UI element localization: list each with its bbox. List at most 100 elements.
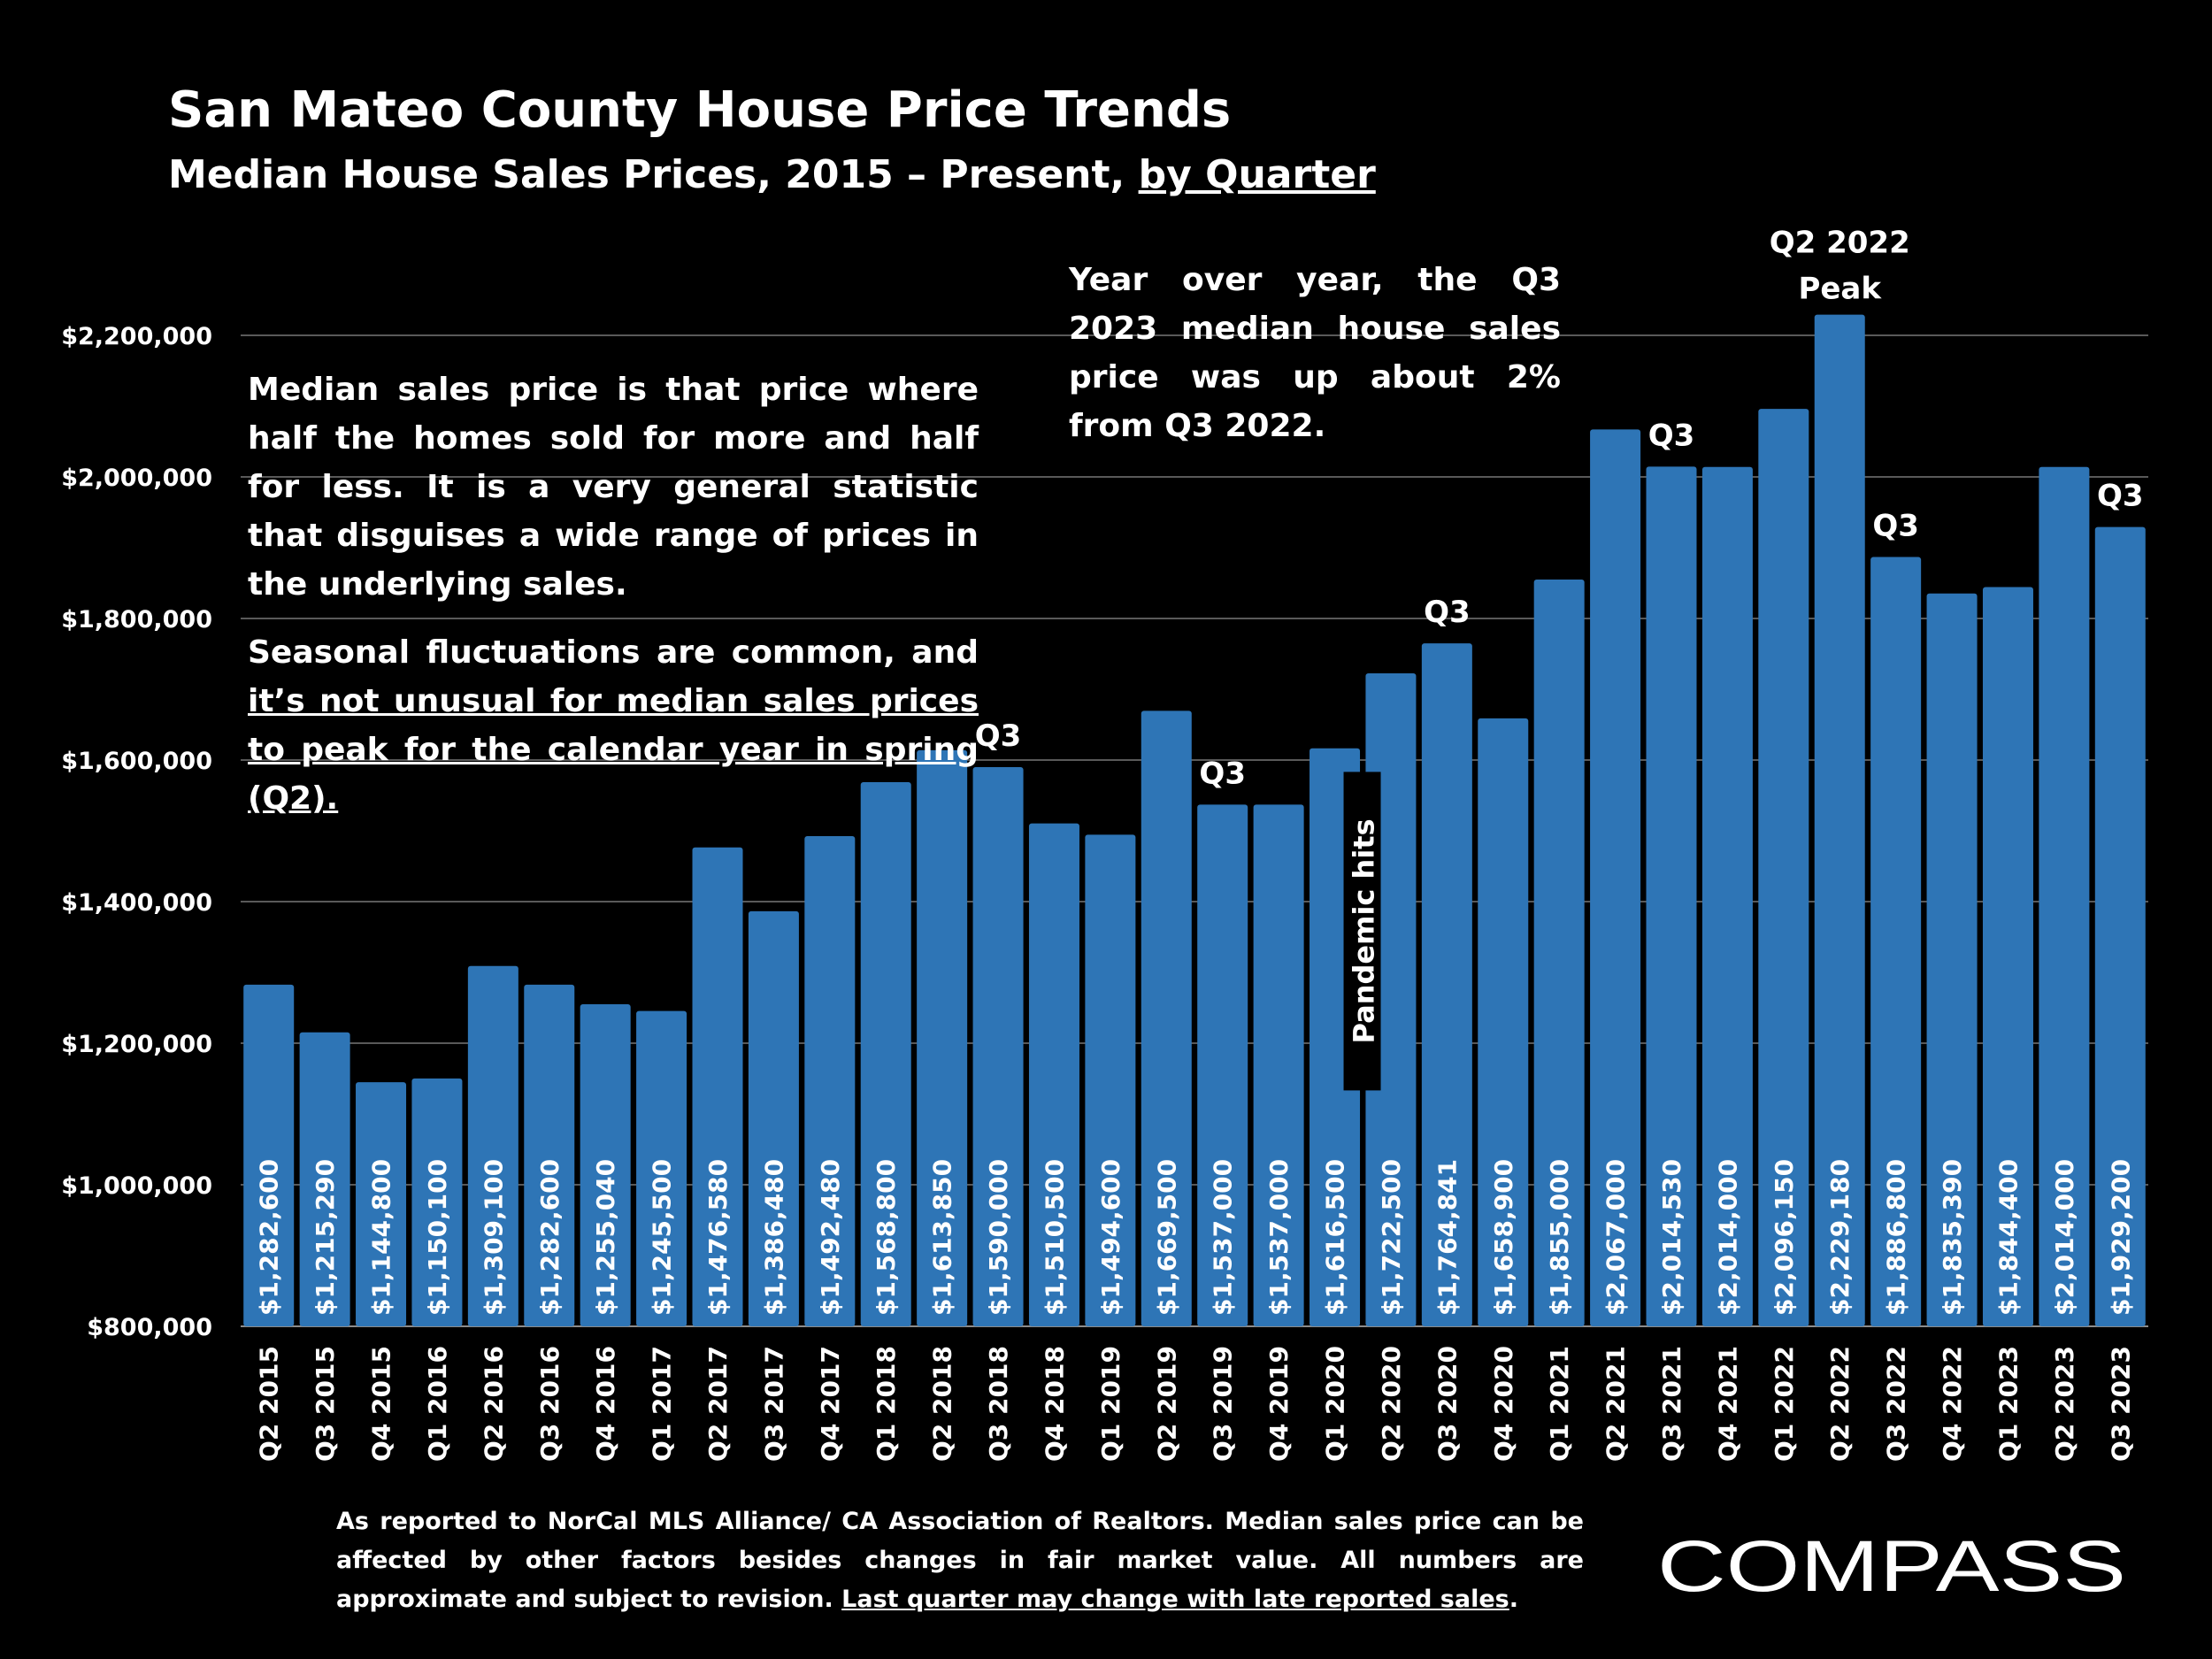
y-tick-label: $2,200,000 <box>61 323 212 350</box>
bar <box>1141 710 1192 1326</box>
bar-value-label: $1,255,040 <box>591 1159 620 1316</box>
x-tick-label: Q3 2020 <box>1432 1346 1462 1462</box>
pandemic-annotation: Pandemic hits <box>1348 818 1381 1043</box>
bar <box>1701 466 1753 1326</box>
bar-value-label: $1,669,500 <box>1152 1159 1181 1316</box>
subtitle-by-quarter: by Quarter <box>1138 152 1376 197</box>
bar-value-label: $1,590,000 <box>984 1159 1013 1316</box>
bar <box>1028 823 1079 1326</box>
bar <box>299 1032 350 1326</box>
x-tick-label: Q2 2015 <box>255 1346 284 1462</box>
x-tick-label: Q2 2020 <box>1377 1346 1406 1462</box>
chart-title: San Mateo County House Price Trends <box>168 81 1232 139</box>
bar-value-label: $1,309,100 <box>479 1159 508 1316</box>
x-tick-label: Q3 2023 <box>2106 1346 2135 1462</box>
bar-value-label: $1,658,900 <box>1489 1159 1518 1316</box>
q3-annotation: Q3 <box>975 718 1022 754</box>
q3-annotation: Q3 <box>1424 595 1471 630</box>
x-tick-label: Q2 2017 <box>703 1346 733 1462</box>
bar-value-label: $1,844,400 <box>1993 1159 2023 1316</box>
bar-value-label: $2,014,530 <box>1657 1159 1686 1316</box>
bar <box>1421 643 1472 1326</box>
bar-value-label: $2,014,000 <box>2050 1159 2079 1316</box>
bar-value-label: $1,616,500 <box>1321 1159 1350 1316</box>
bar-value-label: $1,835,390 <box>1938 1159 1967 1316</box>
footnote-text: As reported to NorCal MLS Alliance/ CA A… <box>336 1508 1584 1613</box>
bar-value-label: $1,537,000 <box>1209 1159 1238 1316</box>
bar-value-label: $2,229,180 <box>1825 1159 1855 1316</box>
bar <box>1590 429 1641 1326</box>
y-tick-label: $1,000,000 <box>61 1172 212 1200</box>
q3-annotation: Q3 <box>2097 479 2144 514</box>
x-tick-label: Q4 2022 <box>1938 1346 1967 1462</box>
x-tick-label: Q1 2016 <box>423 1346 452 1462</box>
x-tick-label: Q2 2018 <box>928 1346 957 1462</box>
bar <box>1085 834 1136 1326</box>
x-tick-label: Q2 2019 <box>1152 1346 1181 1462</box>
bar <box>356 1082 407 1326</box>
note-paragraph-1: Median sales price is that price where h… <box>248 372 979 603</box>
bar <box>411 1078 463 1326</box>
x-tick-label: Q2 2021 <box>1601 1346 1631 1462</box>
subtitle-text: Median House Sales Prices, 2015 – Presen… <box>168 152 1125 197</box>
x-tick-label: Q2 2016 <box>479 1346 508 1462</box>
bar <box>917 749 968 1326</box>
bar <box>1197 804 1248 1326</box>
bar-value-label: $1,476,580 <box>703 1159 733 1316</box>
note-paragraph-2-underlined: it’s not unusual for median sales prices… <box>248 683 979 817</box>
logo-wordmark: COMPASS <box>1657 1526 2126 1605</box>
bar <box>2039 466 2090 1326</box>
bar <box>692 847 743 1326</box>
bar-value-label: $1,722,500 <box>1377 1159 1406 1316</box>
bar <box>972 767 1024 1326</box>
bar <box>860 781 911 1326</box>
bar <box>636 1010 687 1326</box>
x-tick-label: Q3 2017 <box>759 1346 788 1462</box>
bar-value-label: $1,215,290 <box>311 1159 340 1316</box>
x-tick-label: Q1 2018 <box>872 1346 901 1462</box>
x-tick-label: Q1 2017 <box>648 1346 677 1462</box>
x-tick-label: Q3 2022 <box>1882 1346 1911 1462</box>
bar-value-label: $1,537,000 <box>1264 1159 1294 1316</box>
bar-value-label: $1,886,800 <box>1882 1159 1911 1316</box>
x-tick-label: Q4 2016 <box>591 1346 620 1462</box>
peak-annotation-line1: Q2 2022 <box>1770 226 1910 261</box>
bar <box>467 965 518 1326</box>
bar <box>1870 557 1922 1326</box>
bar <box>1253 804 1304 1326</box>
note-paragraph-2-text: Seasonal fluctuations are common, and <box>248 634 979 671</box>
x-tick-label: Q3 2015 <box>311 1346 340 1462</box>
bars: $1,282,600 $1,215,290 $1,144,800 $1,150,100… <box>243 314 2146 1327</box>
x-tick-label: Q1 2022 <box>1770 1346 1799 1462</box>
bar-value-label: $1,282,600 <box>535 1159 565 1316</box>
x-axis: Q2 2015 Q3 2015 Q4 2015 Q1 2016 Q2 2016 Q3 20… <box>255 1346 2136 1462</box>
median-explanation-note: Median sales price is that price where h… <box>248 365 979 842</box>
x-tick-label: Q1 2021 <box>1545 1346 1574 1462</box>
bar-value-label: $2,067,000 <box>1601 1159 1631 1316</box>
x-tick-label: Q3 2016 <box>535 1346 565 1462</box>
bar-value-label: $1,282,600 <box>255 1159 284 1316</box>
q3-annotation: Q3 <box>1199 756 1246 791</box>
bar <box>1982 587 2033 1326</box>
y-tick-label: $1,800,000 <box>61 606 212 634</box>
x-tick-label: Q4 2018 <box>1040 1346 1069 1462</box>
y-tick-label: $1,400,000 <box>61 889 212 917</box>
bar-value-label: $1,613,850 <box>928 1159 957 1316</box>
bar-value-label: $1,492,480 <box>816 1159 845 1316</box>
y-tick-label: $800,000 <box>87 1314 212 1341</box>
x-tick-label: Q3 2018 <box>984 1346 1013 1462</box>
chart-subtitle: Median House Sales Prices, 2015 – Presen… <box>168 152 1376 197</box>
x-tick-label: Q4 2021 <box>1713 1346 1742 1462</box>
bar-value-label: $1,386,480 <box>759 1159 788 1316</box>
bar <box>748 910 799 1326</box>
bar-value-label: $1,144,800 <box>367 1159 396 1316</box>
bar <box>1646 466 1697 1326</box>
compass-logo: COMPASS <box>1657 1526 2126 1605</box>
x-tick-label: Q3 2019 <box>1209 1346 1238 1462</box>
bar <box>580 1003 631 1326</box>
x-tick-label: Q4 2015 <box>367 1346 396 1462</box>
bar <box>1478 718 1529 1326</box>
x-tick-label: Q2 2023 <box>2050 1346 2079 1462</box>
bar-value-label: $1,510,500 <box>1040 1159 1069 1316</box>
